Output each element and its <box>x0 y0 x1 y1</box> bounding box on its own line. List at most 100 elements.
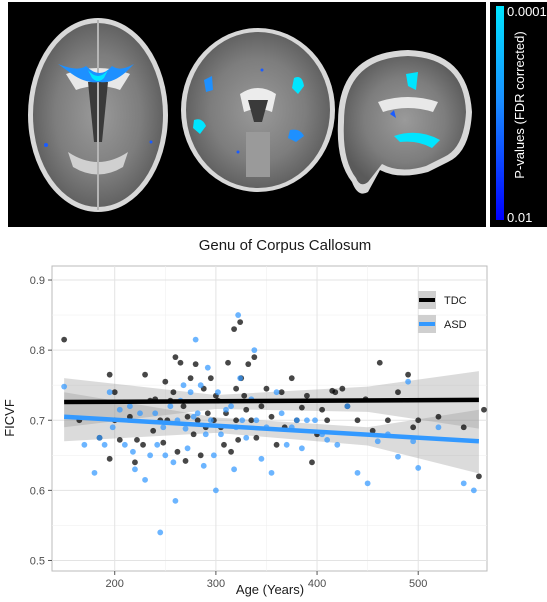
data-point-tdc <box>410 424 417 431</box>
data-point-tdc <box>150 427 157 434</box>
chart-legend: TDC ASD <box>418 291 467 333</box>
data-point-tdc <box>481 406 487 413</box>
data-point-asd <box>109 424 116 431</box>
data-point-asd <box>312 417 318 424</box>
data-point-tdc <box>197 452 204 459</box>
data-point-tdc <box>332 389 339 396</box>
data-point-asd <box>81 441 88 448</box>
data-point-tdc <box>231 326 237 333</box>
data-point-tdc <box>376 359 383 366</box>
y-tick-label: 0.7 <box>30 415 45 427</box>
data-point-tdc <box>184 413 191 420</box>
data-point-tdc <box>228 448 234 455</box>
data-point-tdc <box>142 371 148 378</box>
colorbar-bottom-label: 0.01 <box>507 210 533 225</box>
data-point-asd <box>207 417 214 424</box>
colorbar-top-label: 0.0001 <box>507 4 547 19</box>
data-point-asd <box>154 441 161 448</box>
data-point-tdc <box>273 441 280 448</box>
data-point-asd <box>273 389 280 396</box>
data-point-asd <box>435 424 442 431</box>
data-point-tdc <box>319 406 326 413</box>
data-point-tdc <box>204 410 211 417</box>
y-tick-label: 0.6 <box>30 485 45 497</box>
axial-brain-slice <box>28 18 168 212</box>
chart-title: Genu of Corpus Callosum <box>199 237 372 254</box>
data-point-tdc <box>415 417 422 424</box>
data-point-tdc <box>207 375 214 382</box>
data-point-asd <box>61 383 68 390</box>
y-axis-ticks: 0.5 0.6 0.7 0.8 0.9 <box>30 275 52 567</box>
data-point-tdc <box>245 361 252 368</box>
data-point-asd <box>354 469 361 476</box>
coronal-brain-slice <box>181 28 335 192</box>
data-point-asd <box>200 462 207 469</box>
data-point-tdc <box>111 389 118 396</box>
data-point-asd <box>218 431 224 438</box>
data-point-asd <box>223 406 229 413</box>
data-point-tdc <box>241 392 248 399</box>
data-point-tdc <box>354 417 361 424</box>
trend-line-tdc <box>64 397 479 405</box>
brain-images-panel <box>8 2 486 227</box>
legend-label-tdc: TDC <box>444 295 467 307</box>
data-point-asd <box>395 453 401 460</box>
data-point-asd <box>182 425 189 432</box>
data-point-tdc <box>298 404 305 411</box>
y-tick-label: 0.5 <box>30 555 45 567</box>
data-point-asd <box>324 436 331 443</box>
data-point-asd <box>192 336 199 343</box>
data-point-asd <box>415 465 422 471</box>
x-tick-label: 300 <box>207 578 225 590</box>
x-axis-label: Age (Years) <box>236 582 304 597</box>
data-point-asd <box>410 438 417 445</box>
data-point-tdc <box>339 385 346 392</box>
data-point-tdc <box>258 403 265 410</box>
x-tick-label: 400 <box>308 578 326 590</box>
data-point-tdc <box>278 389 285 396</box>
colorbar-panel: 0.0001 0.01 P-values (FDR corrected) <box>490 2 547 227</box>
data-point-asd <box>204 364 211 371</box>
p-value-colorbar <box>496 6 504 220</box>
data-point-tdc <box>233 385 240 392</box>
data-point-tdc <box>225 359 231 366</box>
data-point-tdc <box>174 448 181 455</box>
data-point-tdc <box>182 458 189 464</box>
data-point-asd <box>147 452 154 459</box>
data-point-asd <box>239 417 246 424</box>
data-point-asd <box>167 403 174 410</box>
data-point-tdc <box>180 403 187 410</box>
data-point-asd <box>212 487 219 494</box>
data-point-tdc <box>476 473 482 480</box>
data-point-asd <box>364 480 371 487</box>
data-point-tdc <box>237 319 244 325</box>
data-point-asd <box>210 452 217 459</box>
data-point-tdc <box>106 371 113 378</box>
data-point-tdc <box>253 434 260 441</box>
y-axis-label: FICVF <box>2 399 17 437</box>
data-point-asd <box>243 434 250 441</box>
data-point-asd <box>283 441 290 448</box>
data-point-asd <box>202 431 209 438</box>
data-point-tdc <box>170 389 177 396</box>
data-point-asd <box>184 445 191 452</box>
data-point-asd <box>137 410 143 417</box>
data-point-asd <box>344 403 351 410</box>
data-point-tdc <box>288 375 295 382</box>
data-point-asd <box>253 417 260 424</box>
y-tick-label: 0.8 <box>30 345 45 357</box>
data-point-tdc <box>162 378 169 385</box>
data-point-asd <box>334 441 341 448</box>
data-point-asd <box>170 459 177 466</box>
x-axis-ticks: 200 300 400 500 <box>106 571 427 590</box>
data-point-asd <box>374 438 381 445</box>
data-point-asd <box>304 417 310 424</box>
scatter-chart: Genu of Corpus Callosum 200 300 400 500 0.5… <box>2 237 488 597</box>
data-point-asd <box>405 378 411 385</box>
data-point-tdc <box>140 441 146 448</box>
data-point-asd <box>162 452 169 459</box>
data-point-asd <box>258 455 265 462</box>
colorbar-axis-label: P-values (FDR corrected) <box>512 31 527 179</box>
x-tick-label: 200 <box>106 578 124 590</box>
data-point-tdc <box>405 371 411 378</box>
